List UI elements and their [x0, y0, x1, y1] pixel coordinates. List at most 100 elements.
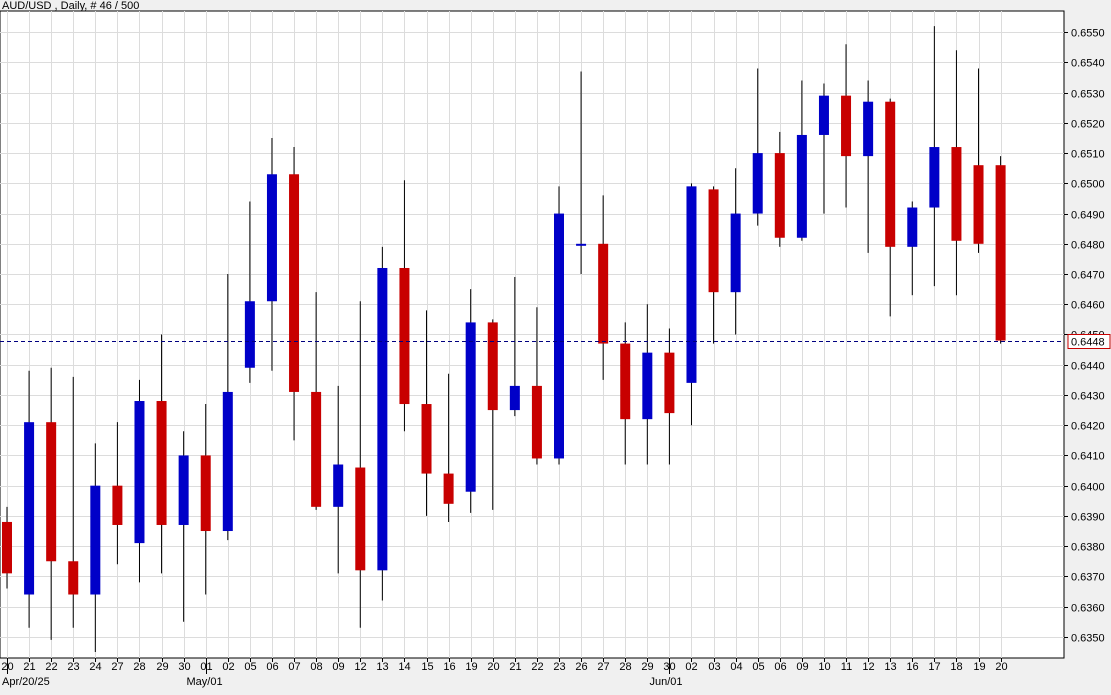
x-tick-label: 26	[575, 661, 587, 673]
x-tick-label: 07	[288, 661, 300, 673]
y-tick-label: 0.6480	[1071, 240, 1105, 252]
x-tick-label: 12	[862, 661, 874, 673]
candle	[730, 168, 741, 335]
candle	[708, 186, 719, 344]
candle-body-down	[443, 473, 454, 504]
month-label: Jun/01	[650, 676, 683, 688]
x-tick-label: 08	[310, 661, 322, 673]
candle-body-up	[554, 213, 564, 459]
candle-body-down	[664, 352, 675, 414]
x-tick-label: 02	[685, 661, 697, 673]
candle	[266, 137, 277, 371]
candle-body-down	[598, 243, 609, 344]
candle	[134, 379, 145, 583]
candle	[244, 201, 255, 383]
y-tick-label: 0.6490	[1071, 210, 1105, 222]
candle	[311, 292, 322, 510]
x-tick-label: 13	[376, 661, 388, 673]
candle	[200, 404, 211, 595]
x-tick-label: 16	[906, 661, 918, 673]
y-tick-label: 0.6470	[1071, 270, 1105, 282]
x-tick-label: 04	[730, 661, 742, 673]
candle-body-up	[90, 485, 101, 595]
candle-body-down	[46, 422, 57, 562]
candles	[2, 26, 1006, 652]
y-tick-label: 0.6510	[1071, 149, 1105, 161]
x-tick-label: 20	[995, 661, 1007, 673]
candle	[863, 80, 874, 253]
x-tick-label: 18	[950, 661, 962, 673]
x-tick-label: 29	[156, 661, 168, 673]
y-tick-label: 0.6350	[1071, 633, 1105, 645]
candle-body-up	[266, 174, 277, 302]
x-tick-label: 17	[928, 661, 940, 673]
candle-body-up	[929, 147, 940, 208]
candle-body-down	[156, 401, 167, 525]
y-tick-label: 0.6380	[1071, 542, 1105, 554]
candle-body-up	[752, 153, 763, 214]
candle-body-down	[973, 165, 984, 244]
candle	[443, 373, 454, 522]
x-tick-label: 27	[597, 661, 609, 673]
candle-body-down	[995, 165, 1006, 341]
candle-body-down	[487, 322, 498, 411]
candle	[399, 180, 410, 432]
x-tick-label: 29	[641, 661, 653, 673]
candle-body-down	[68, 561, 79, 595]
candle-body-up	[509, 385, 520, 411]
candle	[686, 183, 697, 426]
candle	[531, 307, 542, 465]
candle	[796, 80, 807, 241]
x-tick-label: 19	[973, 661, 985, 673]
y-tick-label: 0.6420	[1071, 421, 1105, 433]
month-label: Apr/20/25	[2, 676, 50, 688]
candle-body-up	[244, 301, 255, 368]
candle-body-up	[642, 352, 653, 420]
candle-body-up	[863, 101, 874, 157]
candle	[355, 301, 366, 628]
candle-body-up	[686, 186, 697, 383]
candle-body-down	[399, 267, 410, 405]
y-tick-label: 0.6540	[1071, 58, 1105, 70]
candle-body-up	[730, 213, 741, 293]
candle	[2, 506, 12, 589]
x-tick-label: 05	[752, 661, 764, 673]
candle	[642, 304, 653, 465]
current-price-value: 0.6448	[1071, 337, 1105, 349]
candle	[465, 289, 476, 513]
candle-body-down	[531, 385, 542, 459]
y-tick-label: 0.6360	[1071, 603, 1105, 615]
x-axis: 20 21 22 23 24 27 28 29 30 01 02 05 06 07 08 09 12 13 14 15…	[1, 658, 1008, 688]
x-tick-label: 30	[178, 661, 190, 673]
x-tick-label: 02	[222, 661, 234, 673]
candle	[598, 195, 609, 380]
month-label: May/01	[187, 676, 223, 688]
candle	[995, 156, 1006, 344]
candle-body-up	[134, 401, 145, 544]
candle-body-down	[421, 404, 432, 474]
x-tick-label: 22	[45, 661, 57, 673]
candle-body-down	[951, 147, 962, 241]
y-tick-label: 0.6440	[1071, 361, 1105, 373]
candle-body-down	[2, 521, 12, 574]
current-price-label: 0.6448	[1067, 334, 1111, 349]
y-tick-label: 0.6430	[1071, 391, 1105, 403]
candle-body-up	[796, 134, 807, 238]
candle	[951, 50, 962, 296]
x-tick-label: 21	[23, 661, 35, 673]
candle-body-down	[289, 174, 300, 392]
x-tick-label: 21	[509, 661, 521, 673]
x-tick-label: 03	[708, 661, 720, 673]
y-tick-label: 0.6410	[1071, 451, 1105, 463]
x-tick-label: 23	[67, 661, 79, 673]
x-tick-label: 11	[841, 661, 852, 673]
x-tick-label: 19	[465, 661, 477, 673]
candle	[973, 68, 984, 253]
candle-body-up	[465, 322, 476, 492]
candle	[907, 201, 918, 296]
candle	[333, 385, 344, 574]
x-tick-label: 09	[332, 661, 344, 673]
chart-title: AUD/USD , Daily, # 46 / 500	[2, 0, 139, 12]
candle	[24, 370, 35, 628]
